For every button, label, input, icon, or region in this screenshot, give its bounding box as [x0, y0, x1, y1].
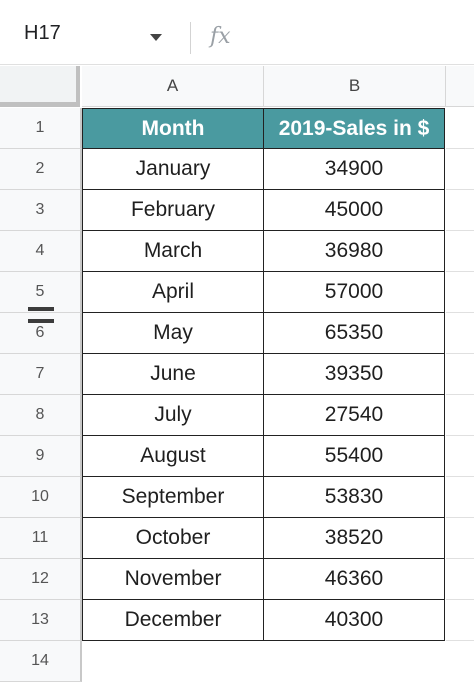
cell-month[interactable]: September — [82, 477, 264, 518]
column-header-b[interactable]: B — [264, 66, 446, 107]
grid-line — [446, 394, 474, 395]
cell-sales[interactable]: 27540 — [264, 395, 445, 436]
cell-month[interactable]: February — [82, 190, 264, 231]
cell-month[interactable]: May — [82, 313, 264, 354]
header-month[interactable]: Month — [82, 108, 264, 149]
column-header-c[interactable] — [446, 66, 474, 107]
row-header-9[interactable]: 9 — [0, 436, 82, 477]
row-header-2[interactable]: 2 — [0, 149, 82, 190]
cell-sales[interactable]: 39350 — [264, 354, 445, 395]
row-header-11[interactable]: 11 — [0, 518, 82, 559]
cell-month[interactable]: April — [82, 272, 264, 313]
grid-line — [446, 271, 474, 272]
cell-sales[interactable]: 53830 — [264, 477, 445, 518]
cell-month[interactable]: October — [82, 518, 264, 559]
row-header-4[interactable]: 4 — [0, 231, 82, 272]
row-header-5[interactable]: 5 — [0, 272, 82, 313]
cell-month[interactable]: June — [82, 354, 264, 395]
frozen-column-handle[interactable] — [76, 66, 80, 107]
cell-sales[interactable]: 36980 — [264, 231, 445, 272]
row-header-12[interactable]: 12 — [0, 559, 82, 600]
chevron-down-icon[interactable] — [150, 34, 162, 41]
frozen-row-handle[interactable] — [0, 102, 78, 107]
cell-sales[interactable]: 46360 — [264, 559, 445, 600]
row-header-7[interactable]: 7 — [0, 354, 82, 395]
header-sales[interactable]: 2019-Sales in $ — [264, 108, 445, 149]
grid-line — [446, 517, 474, 518]
grid-line — [446, 312, 474, 313]
fx-icon: fx — [210, 24, 231, 49]
column-header-a[interactable]: A — [82, 66, 264, 107]
formula-bar: H17 fx — [0, 0, 474, 65]
row-header-3[interactable]: 3 — [0, 190, 82, 231]
cell-month[interactable]: August — [82, 436, 264, 477]
cell-month[interactable]: July — [82, 395, 264, 436]
select-all-corner[interactable] — [0, 66, 80, 106]
grid-line — [446, 599, 474, 600]
row-header-10[interactable]: 10 — [0, 477, 82, 518]
row-resize-handle[interactable] — [28, 319, 54, 323]
formula-bar-divider — [190, 22, 191, 54]
row-header-8[interactable]: 8 — [0, 395, 82, 436]
row-header-1[interactable]: 1 — [0, 108, 82, 149]
grid-line — [446, 148, 474, 149]
row-resize-handle[interactable] — [28, 307, 54, 311]
cell-month[interactable]: November — [82, 559, 264, 600]
name-box[interactable]: H17 — [24, 22, 61, 44]
cell-month[interactable]: December — [82, 600, 264, 641]
grid-line — [446, 353, 474, 354]
cell-sales[interactable]: 55400 — [264, 436, 445, 477]
row-header-13[interactable]: 13 — [0, 600, 82, 641]
grid-line — [446, 476, 474, 477]
grid-line — [446, 558, 474, 559]
cell-sales[interactable]: 40300 — [264, 600, 445, 641]
cell-sales[interactable]: 45000 — [264, 190, 445, 231]
cell-sales[interactable]: 34900 — [264, 149, 445, 190]
grid-line — [446, 640, 474, 641]
grid-line — [446, 189, 474, 190]
cell-sales[interactable]: 57000 — [264, 272, 445, 313]
grid-line — [446, 435, 474, 436]
cell-sales[interactable]: 65350 — [264, 313, 445, 354]
row-header-14[interactable]: 14 — [0, 641, 82, 682]
cell-sales[interactable]: 38520 — [264, 518, 445, 559]
cell-month[interactable]: January — [82, 149, 264, 190]
cell-month[interactable]: March — [82, 231, 264, 272]
grid-line — [446, 230, 474, 231]
